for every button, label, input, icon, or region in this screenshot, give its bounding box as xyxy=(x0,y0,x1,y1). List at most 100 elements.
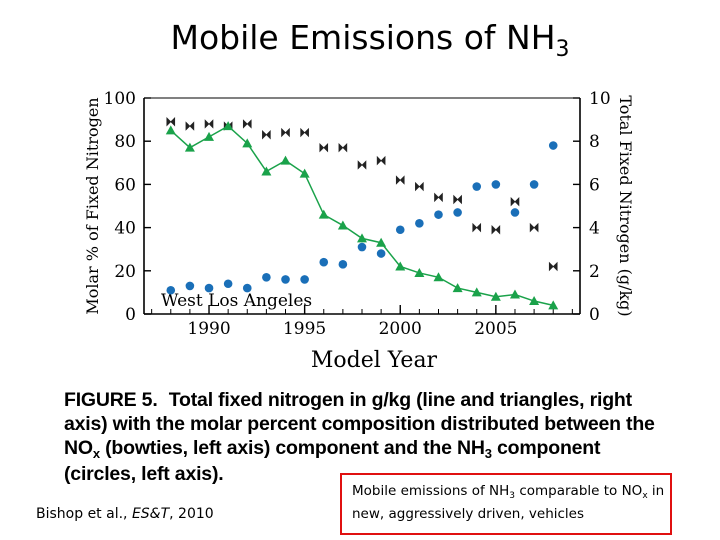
caption-text-3: component (circles, left axis). xyxy=(64,437,601,485)
nh3-circle-point xyxy=(453,208,462,217)
total-nitrogen-triangle xyxy=(165,125,176,135)
plot-area: 1990 1995 2000 2005 0 20 40 60 80 100 0 2 4 6 8 10 Model… xyxy=(83,89,635,373)
nox-bowtie-point xyxy=(319,142,329,153)
total-nitrogen-triangle xyxy=(548,300,559,310)
nh3-circle-point xyxy=(548,141,558,150)
nox-bowtie-point xyxy=(242,119,252,129)
nh3-circle-point xyxy=(338,260,348,269)
nh3-circle-point xyxy=(300,275,309,284)
x-axis-title: Model Year xyxy=(311,348,438,373)
note-text-3: in new, aggressively driven, vehicles xyxy=(352,483,665,522)
nox-bowtie-point xyxy=(281,127,290,138)
total-nitrogen-triangle xyxy=(280,155,291,165)
total-nitrogen-triangle xyxy=(299,168,310,178)
y-left-tick-label: 80 xyxy=(114,132,136,152)
total-nitrogen-triangle xyxy=(242,138,253,148)
note-subscript-3: 3 xyxy=(509,491,516,501)
nh3-circle-point xyxy=(529,180,539,189)
y-left-axis-title: Molar % of Fixed Nitrogen xyxy=(83,97,102,314)
note-text-2: comparable to NO xyxy=(515,483,643,499)
y-left-tick-label: 40 xyxy=(114,219,136,239)
nox-bowtie-point xyxy=(338,142,348,153)
nox-bowtie-point xyxy=(453,194,462,205)
citation-year: , 2010 xyxy=(169,506,214,522)
figure-label: FIGURE 5. xyxy=(64,389,158,411)
total-nitrogen-triangle xyxy=(337,220,348,230)
total-nitrogen-triangle xyxy=(471,287,482,297)
total-nitrogen-triangle xyxy=(318,209,329,219)
nox-bowtie-point xyxy=(491,225,501,235)
citation-journal: ES&T xyxy=(131,506,170,522)
caption-text-2: (bowties, left axis) component and the N… xyxy=(99,437,485,459)
nh3-circle-point xyxy=(472,182,482,191)
total-nitrogen-triangle xyxy=(395,261,406,271)
nox-bowtie-point xyxy=(510,196,520,207)
y-left-tick-label: 100 xyxy=(104,89,136,109)
x-tick-label: 2000 xyxy=(379,319,422,339)
nox-bowtie-point xyxy=(300,127,309,138)
nh3-circle-point xyxy=(395,225,405,235)
nox-bowtie-point xyxy=(262,129,271,140)
nox-bowtie-point xyxy=(548,261,558,272)
nox-bowtie-point xyxy=(357,160,367,170)
nox-bowtie-point xyxy=(472,222,482,233)
summary-note-box: Mobile emissions of NH3 comparable to NO… xyxy=(340,473,672,535)
nox-bowtie-point xyxy=(185,121,195,131)
total-nitrogen-triangle xyxy=(204,131,215,141)
location-annotation: West Los Angeles xyxy=(161,291,312,311)
slide-title: Mobile Emissions of NH3 xyxy=(0,18,720,62)
total-nitrogen-triangle xyxy=(357,233,367,243)
nh3-circle-point xyxy=(510,208,520,217)
nh3-circle-point xyxy=(223,279,233,289)
caption-subscript-x: x xyxy=(92,446,100,461)
nox-bowtie-point xyxy=(376,155,386,166)
nox-bowtie-point xyxy=(166,117,176,127)
y-right-tick-label: 10 xyxy=(589,89,611,109)
caption-text-1: Total fixed nitrogen in g/kg (line and t… xyxy=(64,389,655,459)
emissions-chart: 1990 1995 2000 2005 0 20 40 60 80 100 0 2 4 6 8 10 Model… xyxy=(83,89,635,373)
nox-bowtie-point xyxy=(415,181,424,192)
x-tick-label: 1995 xyxy=(283,319,326,339)
y-left-tick-label: 20 xyxy=(114,262,136,282)
nox-bowtie-point xyxy=(434,192,443,203)
x-tick-label: 2005 xyxy=(474,319,517,339)
total-nitrogen-triangle xyxy=(433,272,444,282)
total-nitrogen-triangle xyxy=(529,296,540,306)
nh3-circle-point xyxy=(434,210,443,219)
nh3-circle-point xyxy=(281,275,290,284)
y-right-tick-label: 4 xyxy=(589,219,600,239)
note-subscript-x: x xyxy=(642,491,648,501)
nh3-circle-point xyxy=(415,218,424,228)
y-right-tick-label: 0 xyxy=(589,305,600,325)
citation-authors: Bishop et al., xyxy=(36,506,132,522)
nh3-circle-point xyxy=(319,257,329,267)
y-right-tick-label: 8 xyxy=(589,132,600,152)
nh3-circle-point xyxy=(491,180,501,189)
slide-title-text: Mobile Emissions of NH xyxy=(170,18,556,57)
total-nitrogen-triangle xyxy=(376,237,387,247)
figure-caption: FIGURE 5. Total fixed nitrogen in g/kg (… xyxy=(64,388,662,486)
x-tick-label: 1990 xyxy=(187,319,230,339)
y-right-tick-label: 2 xyxy=(589,262,600,282)
slide-title-subscript: 3 xyxy=(555,37,570,62)
y-right-tick-label: 6 xyxy=(589,175,600,195)
nh3-circle-point xyxy=(166,285,176,295)
total-nitrogen-triangle xyxy=(452,283,463,293)
nh3-circle-point xyxy=(204,283,214,293)
nh3-circle-point xyxy=(185,281,195,291)
citation: Bishop et al., ES&T, 2010 xyxy=(36,506,214,522)
y-left-tick-label: 0 xyxy=(125,305,136,325)
note-text-1: Mobile emissions of NH xyxy=(352,483,510,499)
total-nitrogen-triangle xyxy=(490,291,501,301)
total-nitrogen-triangle xyxy=(261,166,272,176)
nox-bowtie-point xyxy=(204,119,214,129)
nh3-circle-point xyxy=(242,283,252,293)
nox-bowtie-point xyxy=(395,175,405,185)
total-nitrogen-line xyxy=(170,125,554,307)
y-right-axis-title: Total Fixed Nitrogen (g/kg) xyxy=(616,95,635,316)
y-left-tick-label: 60 xyxy=(114,175,136,195)
total-nitrogen-triangle xyxy=(414,267,425,277)
nh3-circle-point xyxy=(357,242,367,252)
nh3-circle-point xyxy=(262,272,271,282)
nh3-circle-point xyxy=(376,249,386,258)
